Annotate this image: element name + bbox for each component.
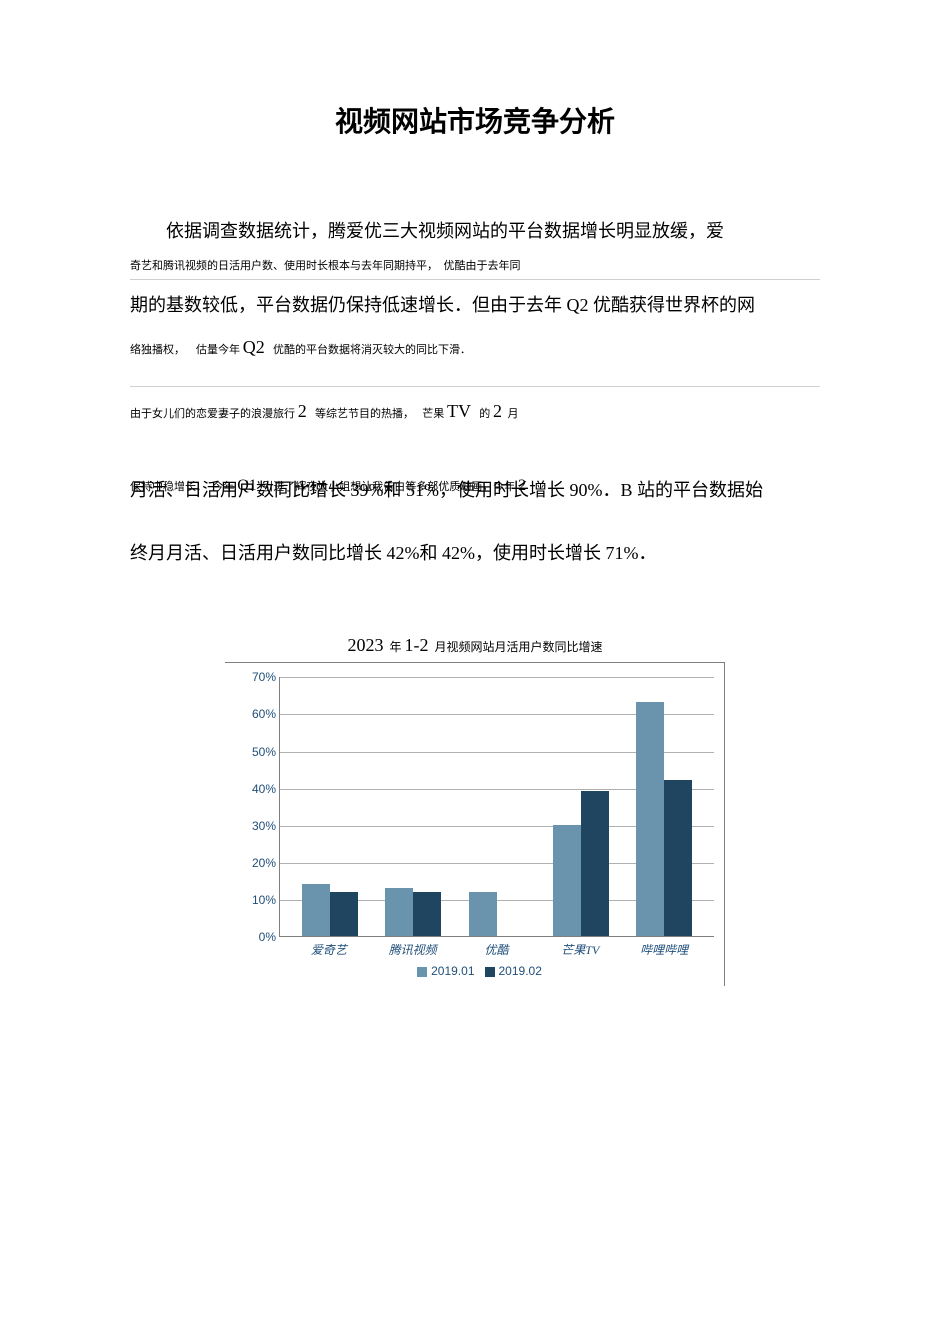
bar xyxy=(553,825,581,936)
small-line-1: 奇艺和腾讯视频的日活用户数、使用时长根本与去年同期持平， 优酷由于去年同 xyxy=(130,257,820,280)
bar xyxy=(469,892,497,937)
bar-group xyxy=(296,884,364,936)
y-tick: 30% xyxy=(236,819,276,833)
bar-group xyxy=(630,702,698,936)
legend-swatch xyxy=(485,967,495,977)
x-tick: 爱奇艺 xyxy=(295,941,363,958)
bar-group xyxy=(463,892,531,937)
x-tick: 优酷 xyxy=(462,941,530,958)
bar xyxy=(636,702,664,936)
x-tick: 哔哩哔哩 xyxy=(630,941,698,958)
paragraph-1a: 依据调查数据统计，腾爱优三大视频网站的平台数据增长明显放缓，爱 xyxy=(130,210,820,253)
bar xyxy=(664,780,692,936)
bar xyxy=(385,888,413,936)
y-tick: 20% xyxy=(236,856,276,870)
paragraph-1b: 期的基数较低，平台数据仍保持低速增长．但由于去年 Q2 优酷获得世界杯的网 xyxy=(130,284,820,327)
small-line-2: 络独播权， 估量今年 Q2 优酷的平台数据将消灭较大的同比下滑． xyxy=(130,331,820,365)
legend-swatch xyxy=(417,967,427,977)
bar-group xyxy=(547,791,615,936)
legend-label: 2019.01 xyxy=(431,964,474,978)
bar xyxy=(330,892,358,937)
bar-group xyxy=(379,888,447,936)
y-tick: 50% xyxy=(236,745,276,759)
bar xyxy=(581,791,609,936)
y-tick: 0% xyxy=(236,930,276,944)
paragraph-2: 终月月活、日活用户数同比增长 42%和 42%，使用时长增长 71%． xyxy=(130,532,820,575)
page-title: 视频网站市场竞争分析 xyxy=(130,100,820,140)
chart-title: 2023 年 1-2 月视频网站月活用户数同比增速 xyxy=(225,635,725,656)
y-tick: 60% xyxy=(236,707,276,721)
x-tick: 芒果TV xyxy=(546,941,614,958)
bar xyxy=(413,892,441,937)
x-tick: 腾讯视频 xyxy=(379,941,447,958)
y-tick: 70% xyxy=(236,670,276,684)
overlap-block: 保持中稳增长． 今年 Q1 引进了辉夜大小姐想让我告白等多部优质动画，今年 2 … xyxy=(130,469,820,512)
legend-label: 2019.02 xyxy=(499,964,542,978)
y-tick: 40% xyxy=(236,782,276,796)
mau-chart: 2023 年 1-2 月视频网站月活用户数同比增速 0% 10% 20% 30% 40%… xyxy=(225,635,725,986)
small-line-3: 由于女儿们的恋爱妻子的浪漫旅行 2 等综艺节目的热播， 芒果 TV 的 2 月 xyxy=(130,395,820,429)
y-tick: 10% xyxy=(236,893,276,907)
bar xyxy=(302,884,330,936)
